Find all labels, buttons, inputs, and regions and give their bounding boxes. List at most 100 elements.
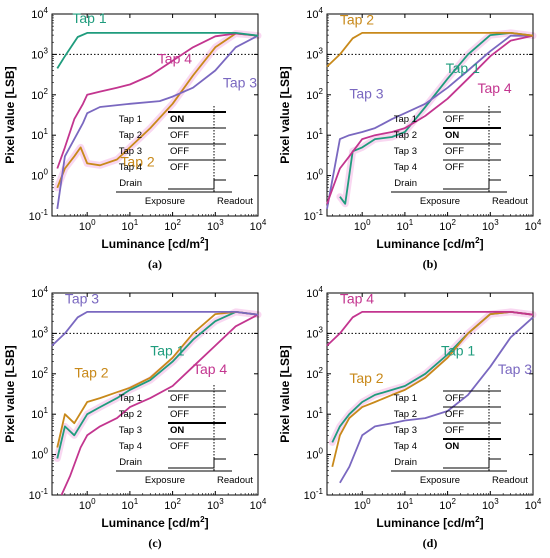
drain-signal — [443, 179, 501, 190]
series-callout: Tap 4 — [193, 361, 227, 377]
x-tick-label: 100 — [354, 218, 371, 233]
series-line-tap-4 — [56, 32, 259, 169]
tap-state: OFF — [445, 409, 464, 420]
y-axis-label: Pixel value [LSB] — [278, 345, 292, 442]
x-tick-label: 102 — [439, 218, 456, 233]
tap-state: OFF — [445, 393, 464, 404]
x-axis-label: Luminance [cd/m2] — [376, 515, 483, 530]
series-callout: Tap 1 — [150, 343, 184, 359]
table-row-label: Tap 2 — [119, 409, 142, 420]
x-tick-label: 104 — [525, 497, 542, 512]
y-axis-label: Pixel value [LSB] — [3, 66, 17, 163]
x-tick-label: 101 — [122, 497, 139, 512]
table-row-label: Tap 3 — [394, 425, 417, 436]
panel-caption: (b) — [423, 257, 438, 271]
tap-state: OFF — [170, 130, 189, 141]
series-line-tap-4 — [326, 311, 534, 347]
tap-state: OFF — [445, 146, 464, 157]
x-tick-label: 101 — [397, 497, 414, 512]
exposure-label: Exposure — [145, 196, 185, 207]
x-axis-label: Luminance [cd/m2] — [101, 515, 208, 530]
y-tick-label: 100 — [306, 168, 323, 183]
series-callout: Tap 3 — [349, 86, 383, 102]
x-tick-label: 100 — [79, 497, 96, 512]
x-tick-label: 102 — [439, 497, 456, 512]
exposure-label: Exposure — [145, 475, 185, 486]
series-line-tap-2 — [56, 311, 259, 448]
table-row-label: Tap 2 — [119, 130, 142, 141]
y-tick-label: 102 — [306, 366, 323, 381]
table-row-label: Drain — [394, 457, 417, 468]
series-callout: Tap 1 — [446, 60, 480, 76]
y-tick-label: 100 — [31, 447, 48, 462]
series-callout: Tap 3 — [498, 361, 532, 377]
x-tick-label: 101 — [397, 218, 414, 233]
chart-panel: 100 101 102 103 104 10-1 100 101 102 103 104 Tap 4 T… — [278, 285, 542, 550]
tap-state: OFF — [170, 409, 189, 420]
table-row-label: Tap 3 — [119, 425, 142, 436]
panel-caption: (a) — [148, 257, 162, 271]
y-tick-label: 101 — [31, 406, 48, 421]
y-tick-label: 100 — [31, 168, 48, 183]
x-axis-label: Luminance [cd/m2] — [376, 236, 483, 251]
table-row-label: Tap 1 — [394, 393, 417, 404]
y-axis-label: Pixel value [LSB] — [3, 345, 17, 442]
x-axis-label: Luminance [cd/m2] — [101, 236, 208, 251]
x-tick-label: 100 — [79, 218, 96, 233]
x-tick-label: 103 — [207, 218, 224, 233]
table-row-label: Drain — [119, 178, 142, 189]
y-tick-label: 104 — [31, 6, 48, 21]
x-tick-label: 104 — [250, 497, 267, 512]
y-tick-label: 10-1 — [29, 208, 49, 223]
tap-state: OFF — [445, 162, 464, 173]
chart-panel: 100 101 102 103 104 10-1 100 101 102 103 104 Tap 2 T… — [278, 6, 542, 271]
y-axis-label: Pixel value [LSB] — [278, 66, 292, 163]
panel-caption: (d) — [423, 536, 438, 550]
series-callout: Tap 1 — [72, 10, 106, 26]
table-row-label: Drain — [394, 178, 417, 189]
exposure-label: Exposure — [420, 475, 460, 486]
table-row-label: Tap 1 — [394, 114, 417, 125]
series-line-tap-4 — [326, 34, 534, 205]
y-tick-label: 102 — [31, 366, 48, 381]
plot-frame — [326, 292, 534, 496]
x-tick-label: 100 — [354, 497, 371, 512]
y-tick-label: 102 — [306, 87, 323, 102]
y-tick-label: 103 — [306, 46, 323, 61]
table-row-label: Tap 3 — [394, 146, 417, 157]
series-line-tap-3 — [339, 316, 534, 484]
series-line-tap-2 — [56, 32, 259, 189]
y-tick-label: 10-1 — [29, 487, 49, 502]
series-line-tap-1 — [339, 32, 534, 205]
series-callout: Tap 3 — [223, 75, 257, 91]
table-row-label: Tap 4 — [394, 441, 417, 452]
tap-state: ON — [170, 114, 184, 125]
series-line-tap-1 — [56, 311, 259, 459]
x-tick-label: 101 — [122, 218, 139, 233]
y-tick-label: 103 — [31, 325, 48, 340]
x-tick-label: 102 — [164, 497, 181, 512]
readout-label: Readout — [217, 196, 253, 207]
readout-label: Readout — [492, 475, 528, 486]
tap-state: OFF — [445, 425, 464, 436]
series-callout: Tap 2 — [340, 11, 374, 27]
table-row-label: Tap 4 — [119, 162, 142, 173]
table-row-label: Tap 1 — [119, 114, 142, 125]
plot-frame — [326, 13, 534, 217]
series-line-tap-3 — [56, 34, 259, 210]
y-tick-label: 101 — [306, 406, 323, 421]
table-row-label: Tap 4 — [119, 441, 142, 452]
series-callout: Tap 4 — [158, 50, 192, 66]
y-tick-label: 104 — [306, 285, 323, 300]
highlight-band — [336, 29, 537, 208]
plot-frame — [51, 292, 259, 496]
panel-caption: (c) — [148, 536, 161, 550]
tap-state: OFF — [170, 162, 189, 173]
tap-state: OFF — [170, 441, 189, 452]
series-callout: Tap 1 — [441, 343, 475, 359]
drain-signal — [168, 458, 226, 469]
tap-state: OFF — [445, 114, 464, 125]
chart-panel: 100 101 102 103 104 10-1 100 101 102 103 104 Tap 1 T… — [3, 6, 267, 271]
series-callout: Tap 4 — [477, 80, 511, 96]
